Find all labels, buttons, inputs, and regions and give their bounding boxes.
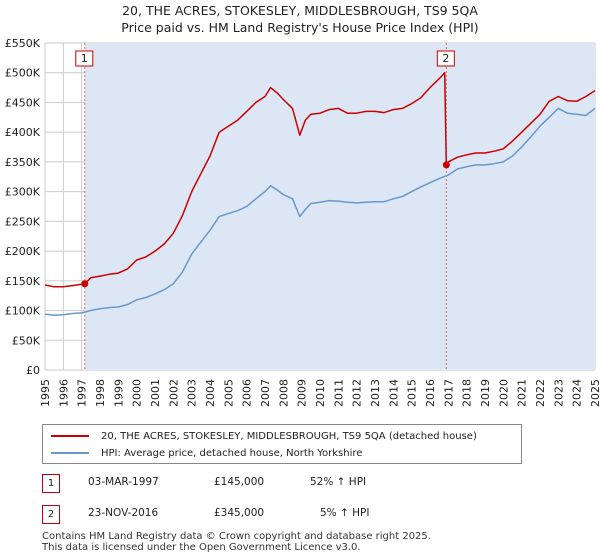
legend-item-hpi: HPI: Average price, detached house, Nort…	[51, 445, 362, 461]
sale-badge-box	[75, 50, 94, 67]
x-tick-label: 2023	[552, 379, 565, 407]
x-tick-label: 2002	[167, 379, 180, 407]
x-tick-label: 2005	[222, 379, 235, 407]
legend-swatch-hpi	[51, 452, 89, 454]
legend: 20, THE ACRES, STOKESLEY, MIDDLESBROUGH,…	[42, 424, 522, 464]
sale-points	[81, 161, 450, 288]
transaction-hpi-change: 5% ↑ HPI	[320, 507, 370, 519]
y-tick-label: £400K	[5, 126, 41, 139]
y-tick-label: £450K	[5, 96, 41, 109]
x-tick-label: 2016	[424, 379, 437, 407]
x-tick-label: 2006	[241, 379, 254, 407]
x-tick-label: 1998	[94, 379, 107, 407]
x-tick-label: 2022	[534, 379, 547, 407]
x-tick-label: 2019	[479, 379, 492, 407]
transaction-date: 03-MAR-1997	[88, 476, 159, 488]
sale-point	[81, 280, 89, 288]
shaded-period-2	[446, 43, 595, 370]
x-tick-label: 2021	[516, 379, 529, 407]
footer: Contains HM Land Registry data © Crown c…	[42, 531, 431, 553]
x-tick-label: 2018	[461, 379, 474, 407]
y-tick-label: £500K	[5, 67, 41, 80]
transaction-price: £145,000	[214, 476, 265, 488]
property-price-line	[44, 71, 596, 288]
x-tick-label: 2007	[259, 379, 272, 407]
sale-badge-label: 1	[81, 52, 88, 65]
y-tick-label: £0	[26, 364, 40, 377]
legend-label-property: 20, THE ACRES, STOKESLEY, MIDDLESBROUGH,…	[101, 430, 477, 442]
x-tick-label: 2017	[442, 379, 455, 407]
x-tick-label: 2009	[296, 379, 309, 407]
x-tick-label: 1997	[76, 379, 89, 407]
x-tick-label: 2010	[314, 379, 327, 407]
x-tick-label: 2001	[149, 379, 162, 407]
sale-marker-lines	[84, 43, 447, 370]
legend-swatch-property	[51, 435, 89, 437]
sale-point	[442, 161, 450, 169]
sale-badge-box	[436, 50, 455, 67]
y-tick-label: £100K	[5, 305, 41, 318]
transaction-price: £345,000	[214, 507, 265, 519]
legend-label-hpi: HPI: Average price, detached house, Nort…	[101, 447, 363, 459]
transaction-badge: 1	[42, 474, 60, 493]
sale-badge-label: 2	[442, 52, 449, 65]
x-tick-label: 2011	[332, 379, 345, 407]
price-chart: £0 £50K £100K £150K £200K £250K £300K £350K £400…	[5, 37, 600, 407]
x-axis-tick-labels: 1995 1996 1997 1998 1999 2000 2001 2002 2003 2004…	[39, 379, 600, 407]
y-tick-label: £250K	[5, 215, 41, 228]
transaction-date: 23-NOV-2016	[88, 507, 159, 519]
x-tick-label: 1995	[39, 379, 52, 407]
y-tick-label: £150K	[5, 275, 41, 288]
transaction-badge: 2	[42, 505, 60, 524]
y-tick-label: £350K	[5, 156, 41, 169]
x-tick-label: 2015	[406, 379, 419, 407]
x-tick-label: 2025	[589, 379, 600, 407]
shaded-period-1	[84, 43, 447, 370]
chart-title-line2: Price paid vs. HM Land Registry's House …	[121, 20, 479, 35]
x-tick-label: 1996	[57, 379, 70, 407]
x-tick-label: 2014	[387, 379, 400, 407]
x-tick-label: 2020	[497, 379, 510, 407]
x-tick-label: 1999	[112, 379, 125, 407]
x-tick-label: 2008	[277, 379, 290, 407]
y-axis-tick-labels: £0 £50K £100K £150K £200K £250K £300K £350K £400…	[5, 37, 41, 377]
x-tick-label: 2024	[571, 379, 584, 407]
x-tick-label: 2000	[131, 379, 144, 407]
y-tick-label: £200K	[5, 245, 41, 258]
hpi-line	[44, 107, 596, 317]
x-tick-label: 2004	[204, 379, 217, 407]
y-tick-label: £50K	[12, 334, 41, 347]
y-tick-label: £300K	[5, 186, 41, 199]
x-tick-label: 2013	[369, 379, 382, 407]
footer-line1: Contains HM Land Registry data © Crown c…	[42, 531, 431, 542]
y-tick-label: £550K	[5, 37, 41, 50]
x-tick-label: 2003	[186, 379, 199, 407]
legend-item-property: 20, THE ACRES, STOKESLEY, MIDDLESBROUGH,…	[51, 428, 477, 444]
transaction-hpi-change: 52% ↑ HPI	[310, 476, 367, 488]
x-tick-label: 2012	[351, 379, 364, 407]
footer-line2: This data is licensed under the Open Gov…	[42, 542, 361, 553]
series	[44, 71, 596, 317]
future-shading	[84, 43, 595, 370]
chart-title-line1: 20, THE ACRES, STOKESLEY, MIDDLESBROUGH,…	[122, 3, 478, 18]
